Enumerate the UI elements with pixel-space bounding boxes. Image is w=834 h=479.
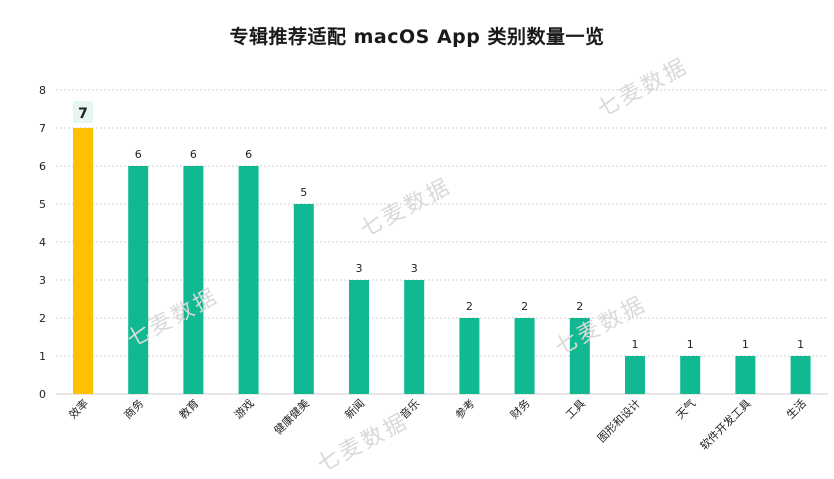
data-label: 1 — [797, 338, 804, 351]
y-tick-label: 7 — [39, 122, 46, 135]
x-tick-label: 软件开发工具 — [697, 396, 754, 453]
x-tick-label: 商务 — [121, 396, 146, 421]
bar — [73, 128, 93, 394]
bars — [73, 128, 811, 394]
x-tick-label: 音乐 — [397, 396, 422, 421]
data-label: 3 — [356, 262, 363, 275]
x-axis-ticks: 效率 商务 教育 游戏 健康健美 新闻 音乐 参考 财务 工具 图形和设计 天气 软件开发工具 生活 — [66, 396, 809, 453]
highlight-label-background — [73, 101, 93, 123]
data-label: 2 — [521, 300, 528, 313]
x-tick-label: 图形和设计 — [595, 397, 643, 445]
data-label: 2 — [576, 300, 583, 313]
bar — [404, 280, 425, 394]
bar — [349, 280, 369, 394]
data-label: 2 — [466, 300, 473, 313]
y-tick-label: 5 — [39, 198, 46, 211]
y-tick-label: 0 — [39, 388, 46, 401]
chart-title: 专辑推荐适配 macOS App 类别数量一览 — [229, 26, 605, 48]
bar — [514, 318, 535, 394]
x-tick-label: 教育 — [176, 396, 201, 421]
data-label: 3 — [411, 262, 418, 275]
y-tick-label: 4 — [39, 236, 46, 249]
bar — [735, 356, 756, 394]
x-tick-label: 财务 — [507, 396, 532, 421]
x-tick-label: 效率 — [66, 396, 91, 421]
y-axis-ticks: 0 1 2 3 4 5 6 7 8 — [39, 84, 46, 401]
bar — [238, 166, 259, 394]
data-label: 6 — [135, 148, 142, 161]
data-label: 1 — [742, 338, 749, 351]
y-tick-label: 1 — [39, 350, 46, 363]
y-tick-label: 3 — [39, 274, 46, 287]
x-tick-label: 游戏 — [232, 397, 257, 422]
data-label: 1 — [632, 338, 639, 351]
bar — [183, 166, 204, 394]
x-tick-label: 天气 — [673, 396, 698, 421]
bar — [128, 166, 149, 394]
data-label: 6 — [245, 148, 252, 161]
x-tick-label: 生活 — [783, 396, 808, 421]
data-labels: 7 6 6 6 5 3 3 2 2 2 1 1 1 1 — [73, 101, 804, 351]
x-tick-label: 新闻 — [342, 396, 367, 421]
bar — [680, 356, 701, 394]
grid-lines — [56, 89, 828, 395]
bar — [625, 356, 645, 394]
data-label: 6 — [190, 148, 197, 161]
bar — [459, 318, 480, 394]
data-label: 1 — [687, 338, 694, 351]
x-tick-label: 参考 — [452, 396, 477, 421]
data-label: 5 — [300, 186, 307, 199]
bar — [569, 318, 590, 394]
y-tick-label: 2 — [39, 312, 46, 325]
bar — [790, 356, 811, 394]
y-tick-label: 8 — [39, 84, 46, 97]
data-label: 7 — [78, 106, 88, 122]
y-tick-label: 6 — [39, 160, 46, 173]
bar — [293, 204, 314, 394]
x-tick-label: 工具 — [563, 397, 588, 422]
x-tick-label: 健康健美 — [271, 396, 312, 437]
